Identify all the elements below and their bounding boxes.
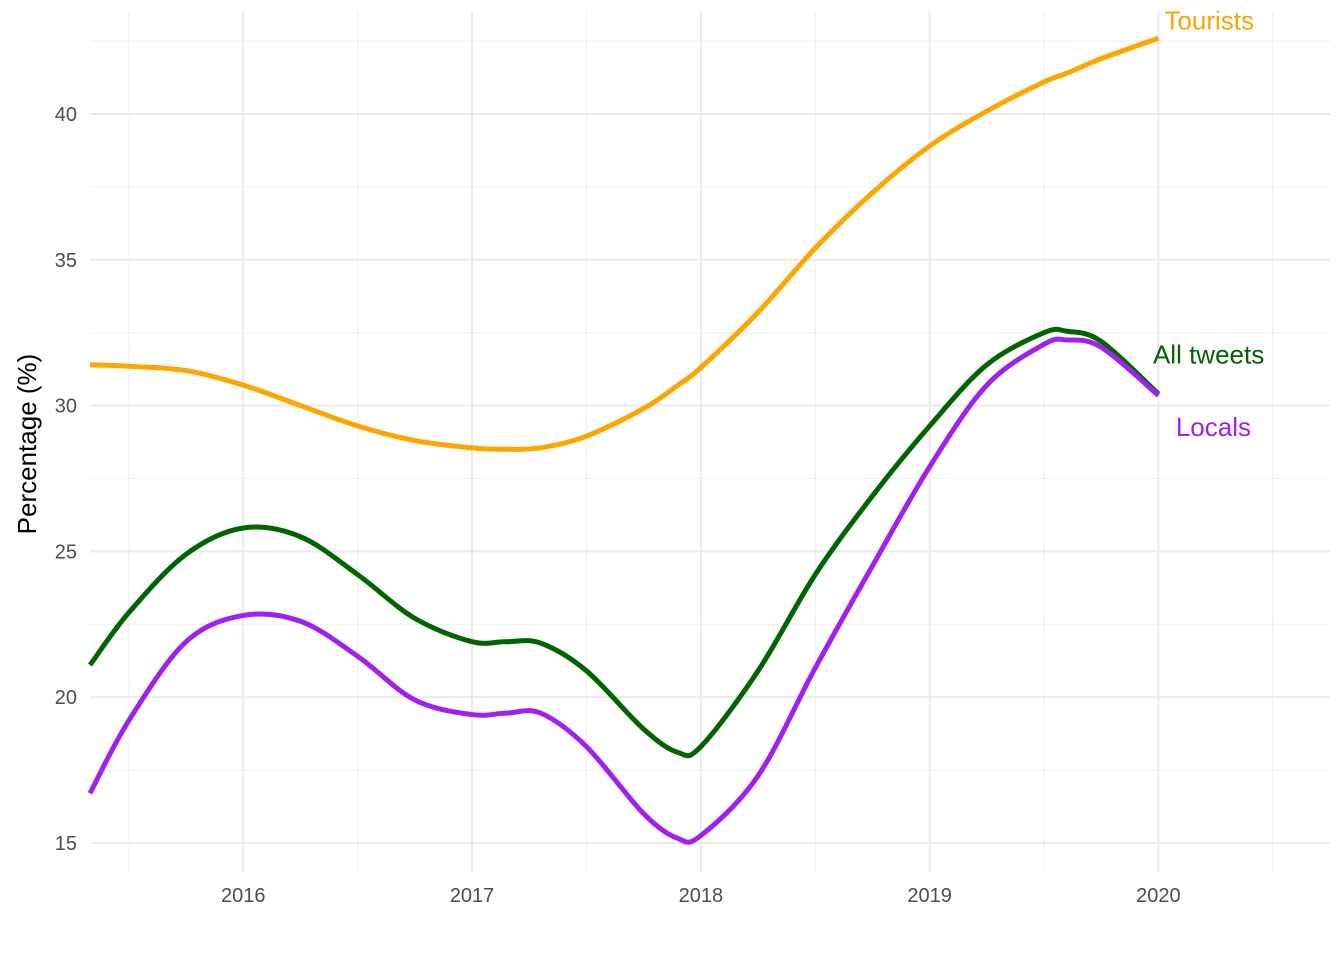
series-label-locals: Locals	[1176, 412, 1251, 442]
series-direct-labels: Tourists All tweets Locals	[1153, 5, 1264, 442]
x-tick-label: 2017	[450, 885, 495, 907]
x-tick-label: 2020	[1136, 885, 1181, 907]
y-axis-title: Percentage (%)	[12, 354, 42, 535]
series-label-tourists: Tourists	[1164, 5, 1254, 35]
grid-major	[90, 12, 1330, 872]
grid-minor	[90, 12, 1330, 872]
y-tick-label: 25	[55, 541, 77, 563]
y-tick-label: 35	[55, 250, 77, 272]
series-lines	[87, 35, 1161, 845]
x-tick-label: 2019	[907, 885, 952, 907]
series-line-all-tweets	[87, 326, 1161, 759]
y-tick-label: 30	[55, 396, 77, 418]
x-tick-label: 2018	[679, 885, 724, 907]
y-tick-label: 20	[55, 687, 77, 709]
y-axis-tick-labels: 15 20 25 30 35 40	[55, 104, 77, 855]
y-tick-label: 15	[55, 833, 77, 855]
x-tick-label: 2016	[221, 885, 266, 907]
series-label-all-tweets: All tweets	[1153, 339, 1264, 369]
x-axis-tick-labels: 2016 2017 2018 2019 2020	[221, 885, 1181, 907]
y-tick-label: 40	[55, 104, 77, 126]
series-line-tourists	[89, 35, 1160, 452]
series-line-locals	[87, 336, 1161, 845]
